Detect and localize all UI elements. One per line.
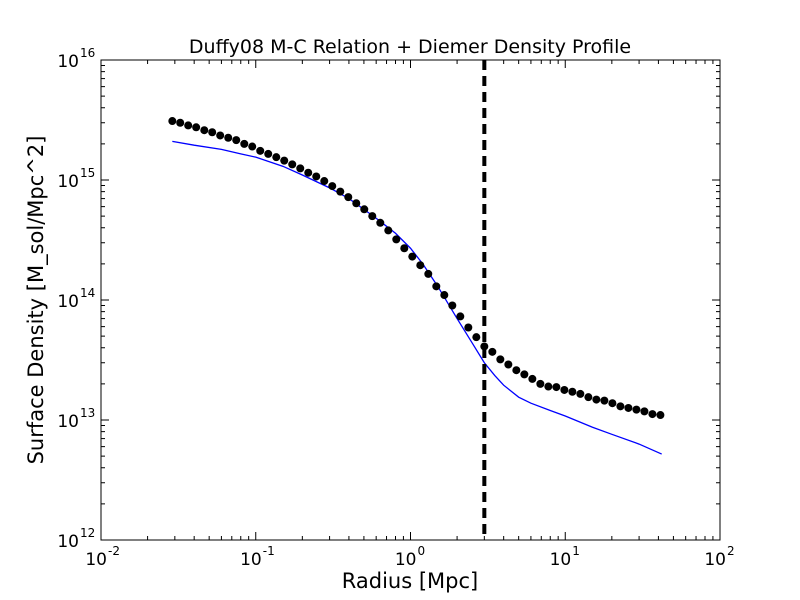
data-point (352, 199, 361, 208)
data-point (336, 187, 345, 196)
data-point (656, 411, 665, 420)
data-point (512, 366, 521, 375)
data-point (200, 126, 209, 135)
data-point (608, 399, 617, 408)
data-point (248, 142, 257, 151)
x-tick-label: 10 (240, 550, 262, 570)
data-point (408, 252, 417, 261)
data-point (256, 146, 265, 155)
data-point (184, 121, 193, 130)
data-point (432, 282, 441, 291)
x-tick-label-exponent: 1 (572, 544, 580, 558)
x-tick-label-exponent: 2 (727, 544, 735, 558)
y-tick-label-exponent: 14 (80, 286, 95, 300)
data-point (456, 312, 465, 321)
data-point (376, 218, 385, 227)
x-tick-label: 10 (395, 550, 417, 570)
data-point (400, 244, 409, 253)
data-point (344, 193, 353, 202)
data-point (328, 182, 337, 191)
x-tick-label: 10 (85, 550, 107, 570)
data-point (640, 407, 649, 416)
data-point (576, 389, 585, 398)
y-axis-label: Surface Density [M_sol/Mpc^2] (24, 136, 49, 465)
data-point (560, 385, 569, 394)
data-point (176, 118, 185, 127)
x-tick-label: 10 (550, 550, 572, 570)
data-point (592, 395, 601, 404)
data-point (232, 136, 241, 145)
data-point (528, 374, 537, 383)
y-tick-label: 10 (57, 52, 79, 72)
data-point (552, 383, 561, 392)
data-point (168, 117, 177, 126)
data-point (312, 172, 321, 181)
data-point (504, 360, 513, 369)
data-point (272, 153, 281, 162)
data-point (584, 393, 593, 402)
data-point (280, 156, 289, 165)
data-point (440, 291, 449, 300)
y-tick-label: 10 (57, 532, 79, 552)
x-tick-label-exponent: -1 (263, 544, 275, 558)
data-point (648, 410, 657, 419)
data-point (320, 177, 329, 186)
data-point (216, 131, 225, 140)
data-point (496, 355, 505, 364)
data-point (360, 205, 369, 214)
y-tick-label: 10 (57, 412, 79, 432)
data-point (520, 370, 529, 379)
data-point (464, 323, 473, 332)
data-point (296, 164, 305, 173)
data-point (424, 269, 433, 278)
y-tick-label-exponent: 16 (80, 46, 95, 60)
data-point (192, 123, 201, 132)
y-tick-label-exponent: 12 (80, 526, 95, 540)
data-point (288, 160, 297, 169)
data-point (568, 387, 577, 396)
data-point (488, 347, 497, 356)
data-point (624, 403, 633, 412)
data-point (384, 226, 393, 235)
data-point (392, 235, 401, 244)
data-point (632, 405, 641, 414)
data-point (208, 128, 217, 137)
data-point (544, 382, 553, 391)
data-point (224, 133, 233, 142)
data-point (448, 301, 457, 310)
y-tick-label: 10 (57, 292, 79, 312)
data-point (616, 402, 625, 411)
data-point (600, 396, 609, 405)
y-tick-label: 10 (57, 172, 79, 192)
chart-title: Duffy08 M-C Relation + Diemer Density Pr… (189, 36, 631, 58)
data-point (240, 139, 249, 148)
data-point (536, 379, 545, 388)
data-point (368, 212, 377, 221)
x-tick-label: 10 (704, 550, 726, 570)
y-tick-label-exponent: 15 (80, 166, 95, 180)
data-point (472, 333, 481, 342)
data-point (416, 261, 425, 270)
y-tick-label-exponent: 13 (80, 406, 95, 420)
data-point (264, 149, 273, 158)
x-tick-label-exponent: 0 (418, 544, 426, 558)
x-tick-label-exponent: -2 (108, 544, 120, 558)
plot-area (101, 60, 720, 540)
x-axis-label: Radius [Mpc] (342, 569, 478, 593)
data-point (304, 168, 313, 177)
